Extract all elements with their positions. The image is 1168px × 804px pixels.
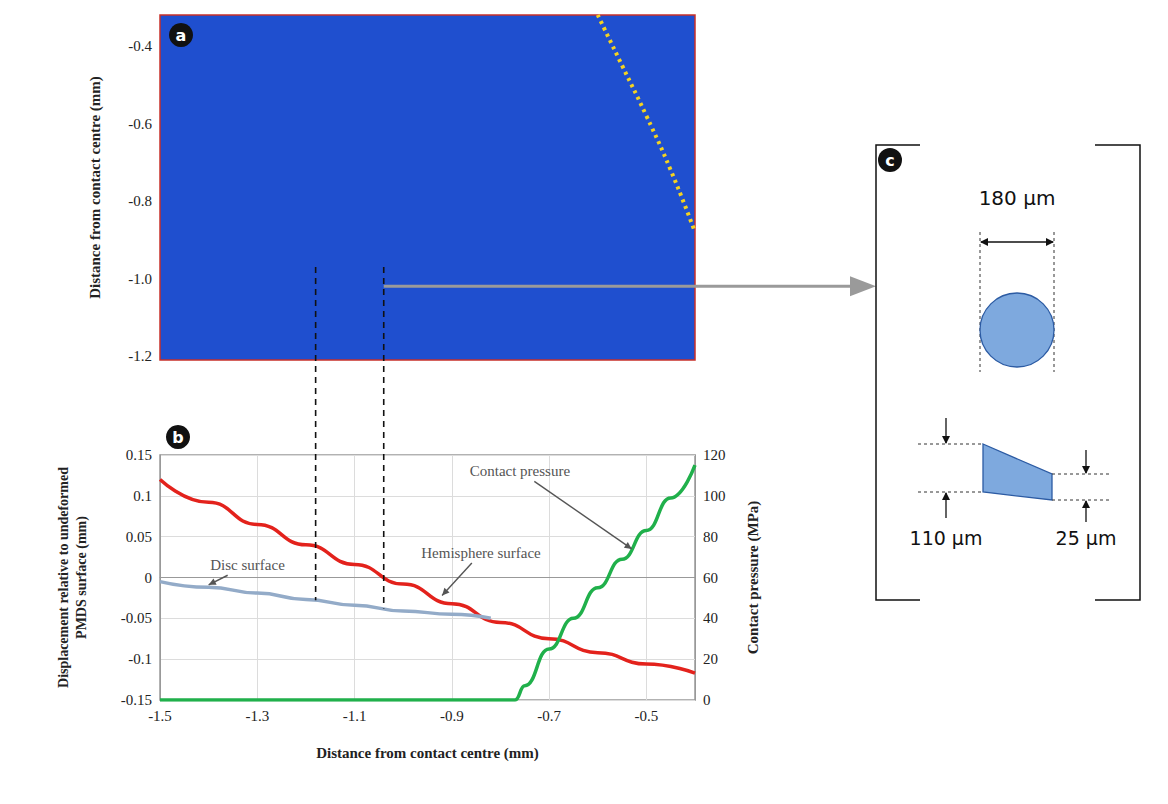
svg-text:-1.1: -1.1: [343, 708, 367, 724]
svg-text:-0.8: -0.8: [128, 193, 152, 209]
svg-text:40: 40: [703, 610, 718, 626]
svg-text:-0.9: -0.9: [440, 708, 464, 724]
svg-text:25 μm: 25 μm: [1056, 527, 1117, 549]
svg-text:180 μm: 180 μm: [979, 186, 1056, 210]
svg-text:0: 0: [703, 692, 711, 708]
svg-text:-1.0: -1.0: [128, 271, 152, 287]
svg-text:80: 80: [703, 529, 718, 545]
svg-text:Displacement relative to undef: Displacement relative to undeformed: [56, 467, 71, 688]
svg-text:c: c: [885, 151, 894, 170]
svg-text:Contact pressure (MPa): Contact pressure (MPa): [745, 501, 762, 655]
svg-text:Distance from contact centre (: Distance from contact centre (mm): [316, 745, 539, 762]
svg-text:-1.3: -1.3: [245, 708, 269, 724]
svg-text:110 μm: 110 μm: [910, 527, 983, 549]
svg-text:-0.15: -0.15: [121, 692, 152, 708]
svg-text:-0.1: -0.1: [128, 651, 152, 667]
svg-text:-0.5: -0.5: [634, 708, 658, 724]
svg-text:Hemisphere surface: Hemisphere surface: [421, 545, 541, 561]
svg-text:Distance from contact centre (: Distance from contact centre (mm): [87, 76, 104, 299]
svg-text:0.05: 0.05: [126, 529, 152, 545]
svg-text:a: a: [176, 26, 187, 45]
svg-text:Contact pressure: Contact pressure: [470, 463, 571, 479]
svg-text:0.15: 0.15: [126, 447, 152, 463]
svg-text:-0.4: -0.4: [128, 38, 152, 54]
svg-text:-1.5: -1.5: [148, 708, 172, 724]
svg-text:0.1: 0.1: [133, 488, 152, 504]
svg-text:-0.6: -0.6: [128, 116, 152, 132]
svg-text:20: 20: [703, 651, 718, 667]
svg-text:Disc surface: Disc surface: [210, 557, 285, 573]
svg-text:-0.7: -0.7: [537, 708, 561, 724]
svg-text:0: 0: [145, 570, 153, 586]
svg-text:PMDS surface (mm): PMDS surface (mm): [74, 516, 90, 639]
svg-text:b: b: [172, 428, 183, 447]
svg-text:100: 100: [703, 488, 726, 504]
svg-text:120: 120: [703, 447, 726, 463]
svg-text:60: 60: [703, 570, 718, 586]
svg-text:-1.2: -1.2: [128, 348, 152, 364]
svg-text:-0.05: -0.05: [121, 610, 152, 626]
